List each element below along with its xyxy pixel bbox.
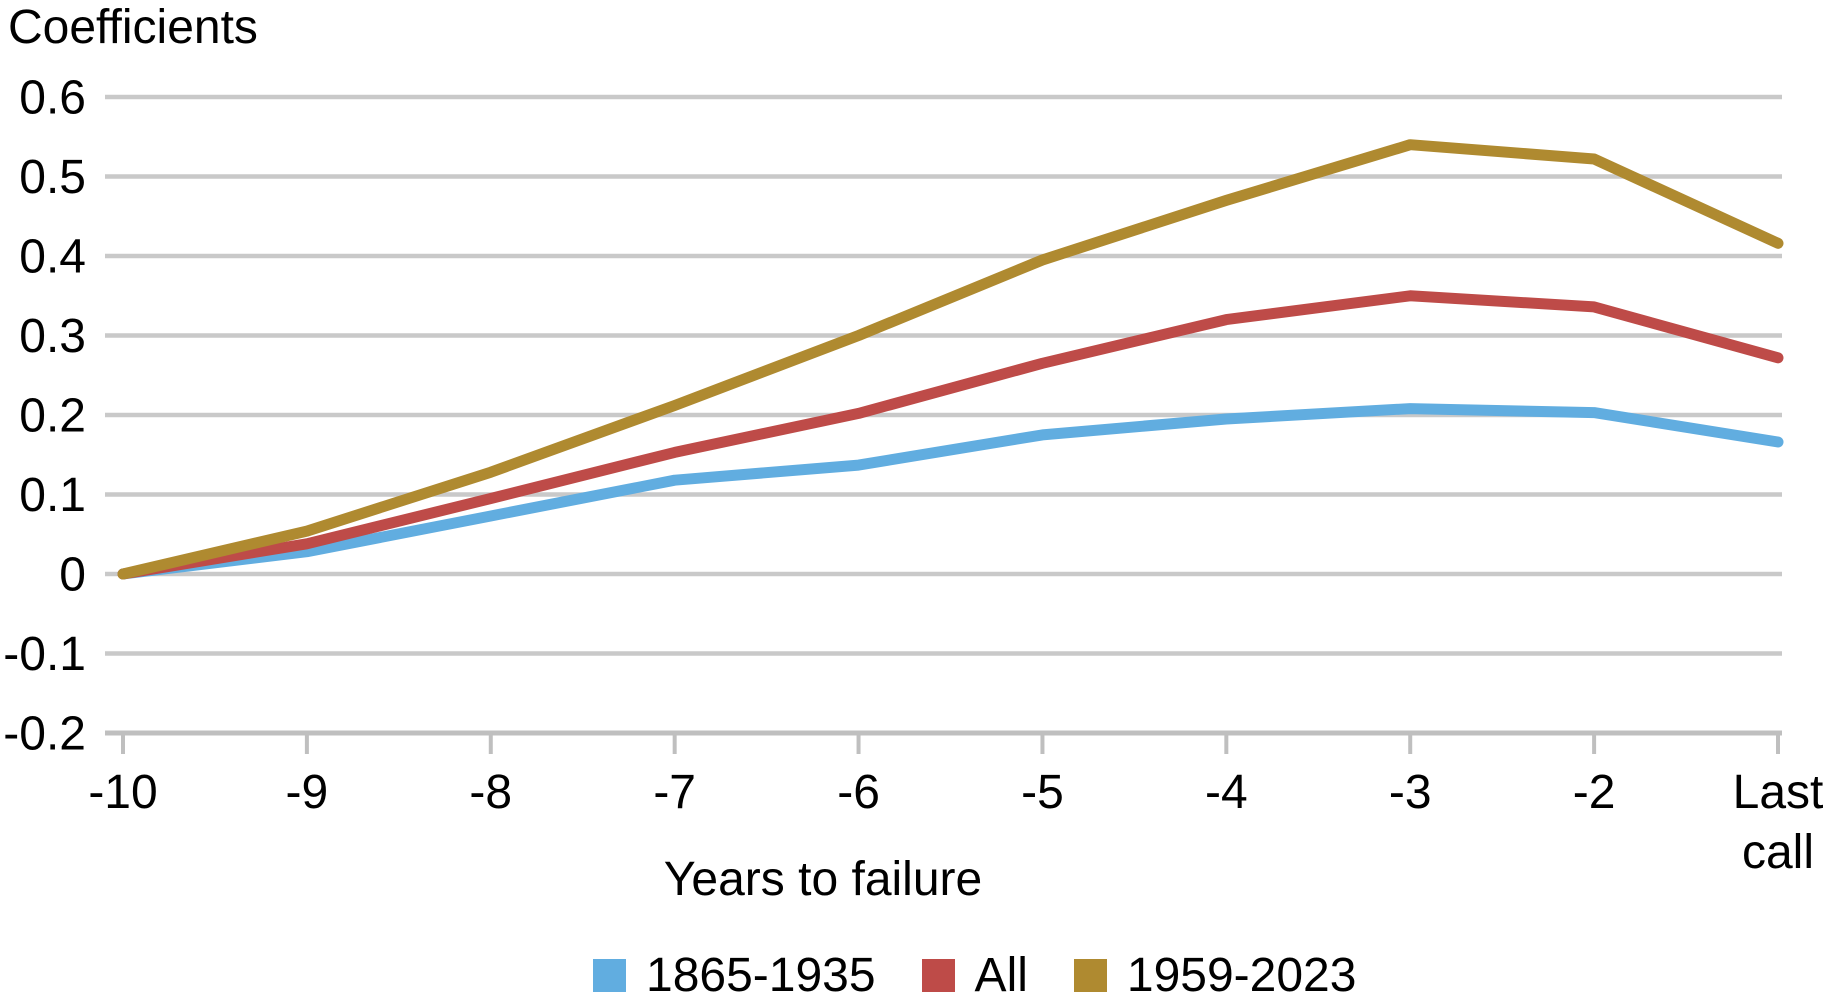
y-tick-label: 0.6	[19, 72, 86, 125]
x-tick-label: -10	[88, 766, 157, 819]
y-tick-label: 0.2	[19, 390, 86, 443]
legend-item: 1959-2023	[1073, 948, 1357, 1003]
x-tick-label: -3	[1389, 766, 1432, 819]
legend: 1865-1935 All 1959-2023	[593, 948, 1356, 1003]
y-tick-label: 0.4	[19, 231, 86, 284]
legend-item: All	[921, 948, 1028, 1003]
y-tick-label: 0.3	[19, 310, 86, 363]
x-tick-label: -5	[1021, 766, 1064, 819]
legend-swatch-1865-1935	[593, 959, 626, 992]
series-line-1959-2023	[117, 139, 1784, 580]
legend-label: 1865-1935	[646, 949, 876, 1002]
legend-item: 1865-1935	[593, 948, 876, 1003]
y-axis-title: Coefficients	[8, 1, 258, 54]
series-line-1865-1935	[117, 403, 1784, 580]
legend-label: All	[974, 949, 1028, 1002]
legend-label: 1959-2023	[1126, 949, 1357, 1002]
x-tick-label: -2	[1573, 766, 1616, 819]
legend-swatch-all	[921, 959, 955, 992]
x-tick-label: -9	[286, 766, 329, 819]
y-tick-label: -0.1	[3, 628, 86, 681]
x-tick-label: -6	[837, 766, 880, 819]
x-tick-label: -8	[469, 766, 512, 819]
legend-swatch-1959-2023	[1073, 959, 1107, 992]
x-tick-label: -7	[653, 766, 696, 819]
x-tick-label: -4	[1205, 766, 1248, 819]
y-tick-label: 0.1	[19, 469, 86, 522]
y-tick-label: 0.5	[19, 151, 86, 204]
series-line-all	[117, 290, 1784, 580]
y-tick-label: 0	[59, 549, 86, 602]
y-tick-label: -0.2	[3, 708, 86, 761]
x-axis-title: Years to failure	[663, 853, 983, 906]
x-tick-label: Last call	[1733, 766, 1824, 879]
